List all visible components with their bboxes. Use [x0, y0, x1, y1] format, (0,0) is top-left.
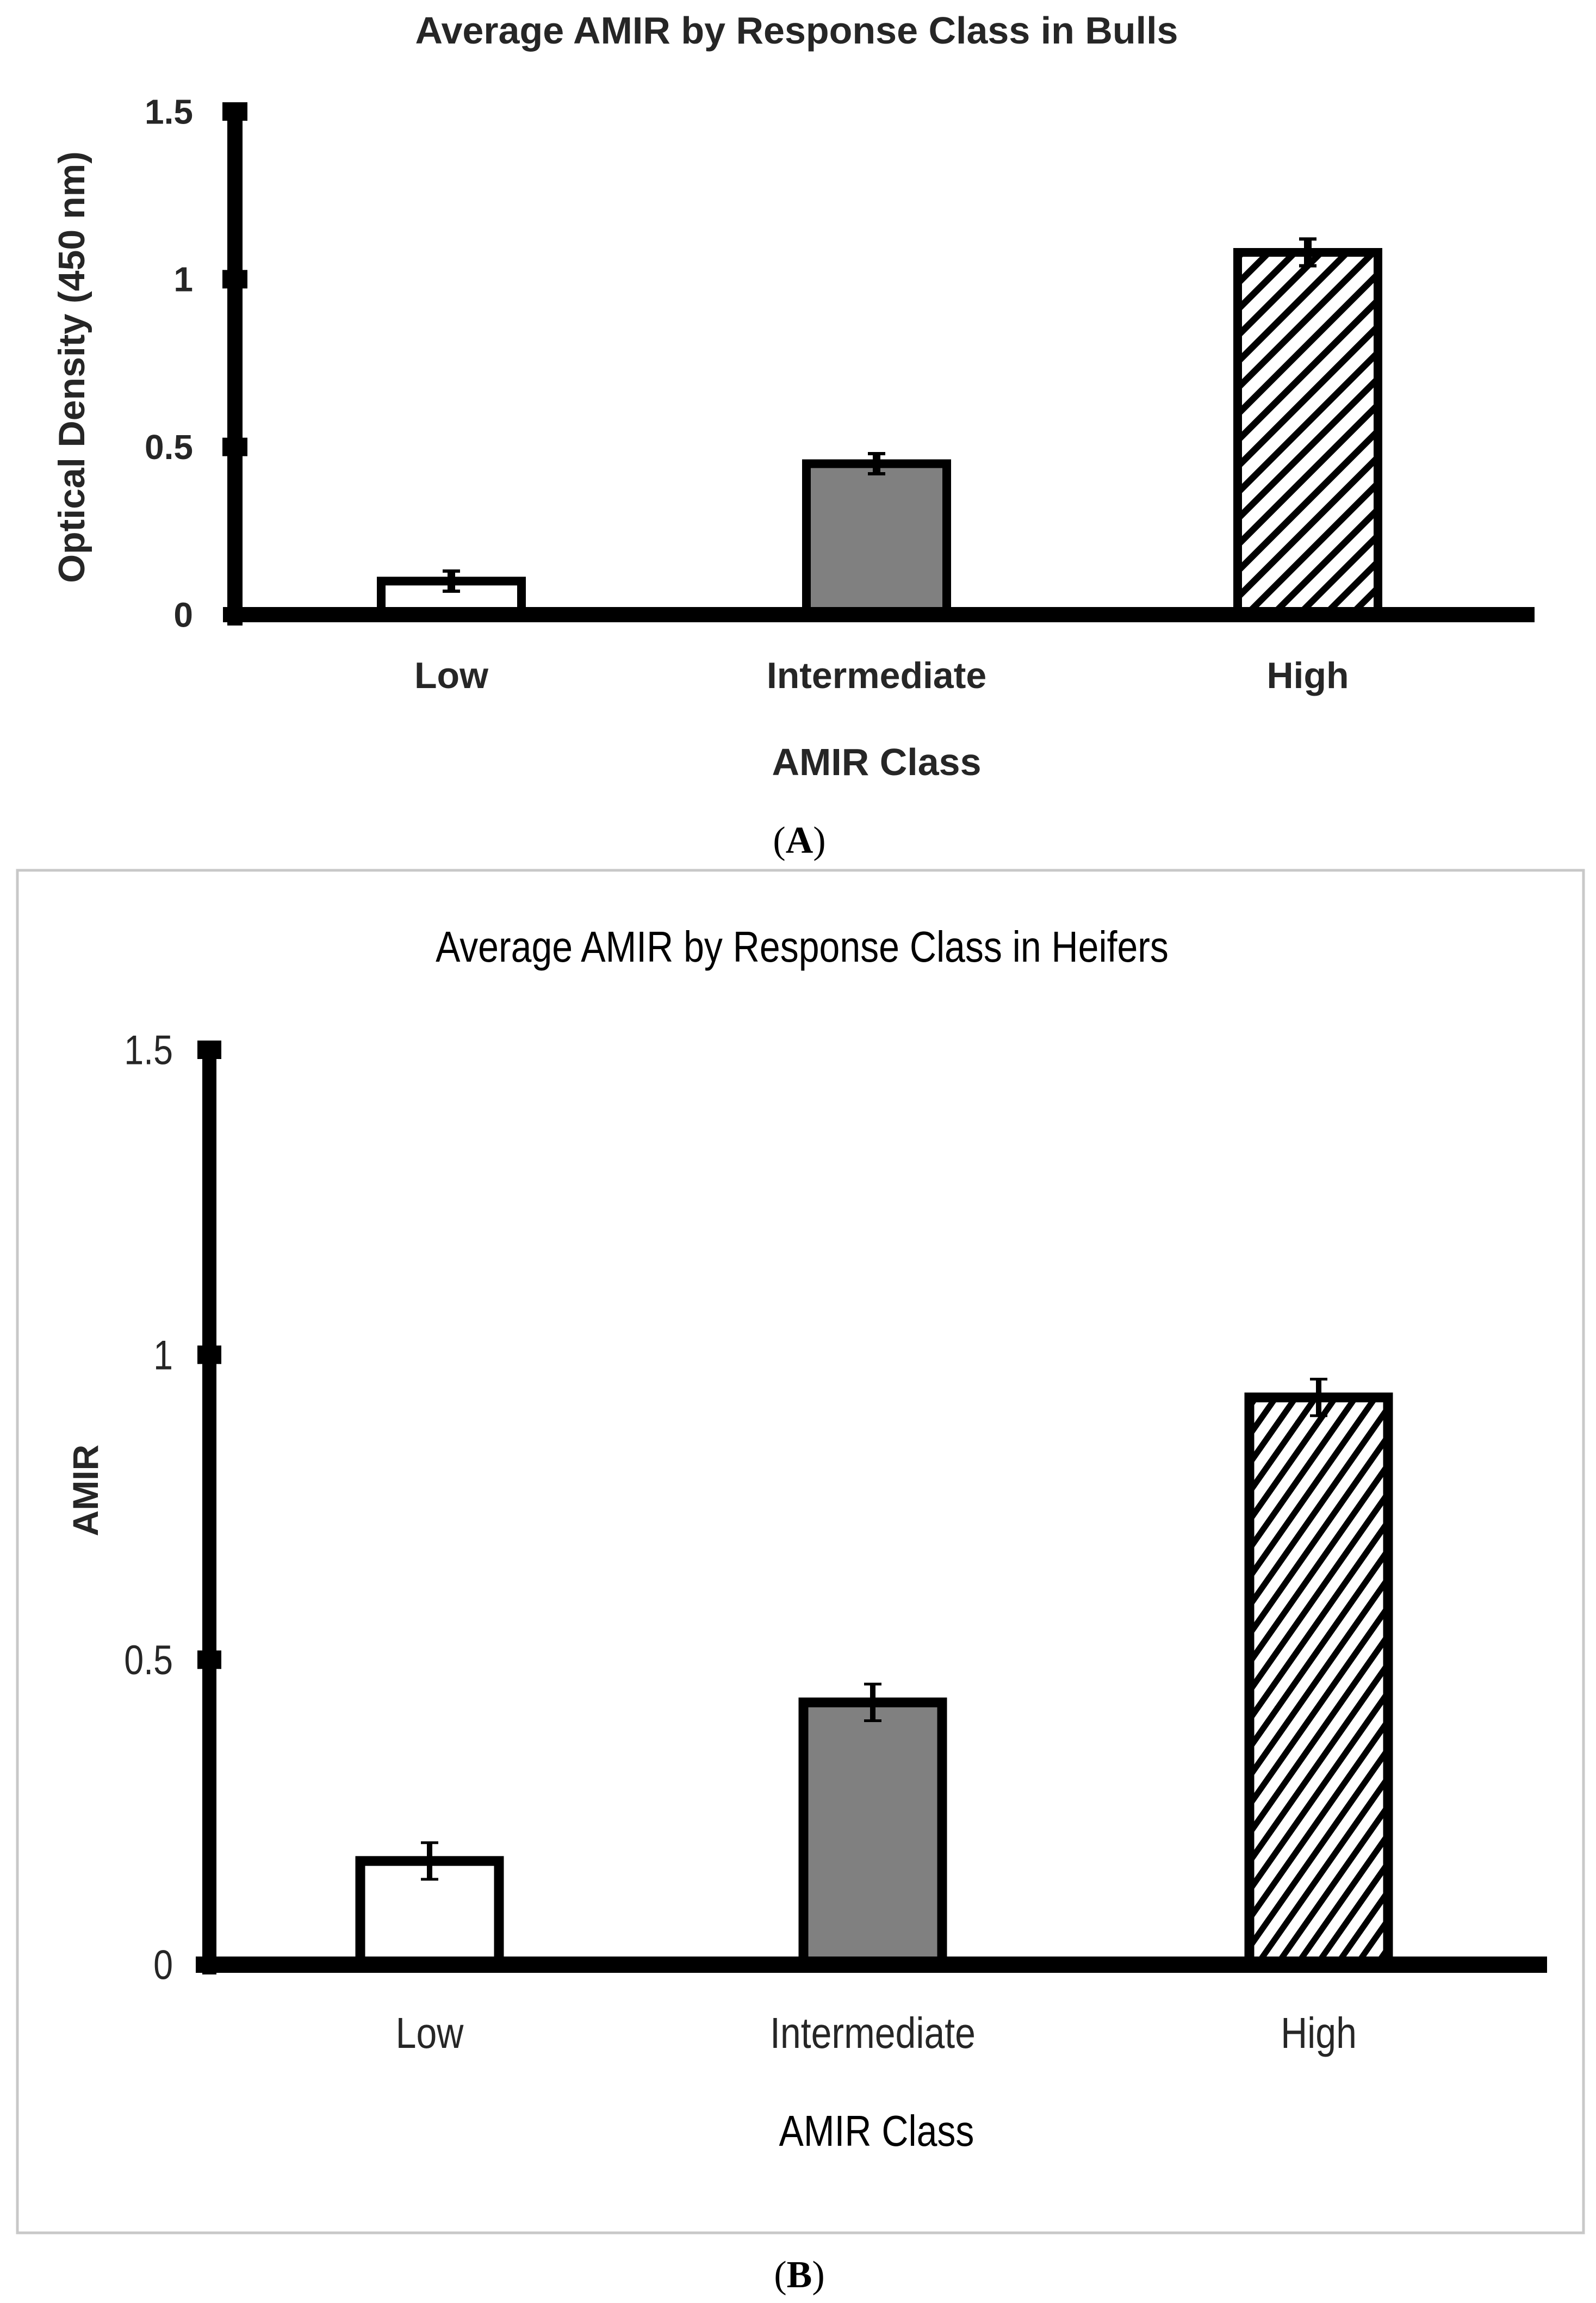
x-tick-label: Low: [396, 2009, 464, 2057]
bar-high: [1233, 248, 1382, 619]
y-tick-label: 1.5: [124, 1027, 173, 1073]
y-tick-marks: [222, 102, 247, 456]
y-tick-mark: [222, 102, 247, 121]
panel-b-frame: [16, 869, 1585, 2234]
chart-title: Average AMIR by Response Class in Heifer…: [436, 923, 1169, 971]
chart-panel-b: Average AMIR by Response Class in Heifer…: [65, 923, 1547, 2155]
y-tick-label: 0: [173, 595, 193, 634]
bar-high: [1244, 1392, 1393, 1970]
x-tick-label: High: [1281, 2009, 1357, 2057]
bar-intermediate: [798, 1697, 947, 1970]
y-tick-label: 1: [153, 1332, 173, 1378]
x-axis-label: AMIR Class: [779, 2107, 974, 2155]
y-tick-labels: 0 0.5 1 1.5: [124, 1027, 173, 1988]
x-tick-label: Intermediate: [770, 2009, 976, 2057]
y-tick-label: 0: [153, 1942, 173, 1988]
chart-title: Average AMIR by Response Class in Bulls: [415, 9, 1178, 52]
bars: [377, 237, 1382, 620]
y-tick-label: 0.5: [145, 428, 193, 467]
x-tick-labels: Low Intermediate High: [396, 2009, 1357, 2057]
bar-intermediate: [802, 459, 951, 619]
y-tick-marks: [197, 1041, 221, 1669]
y-tick-mark: [222, 270, 247, 289]
y-tick-label: 0.5: [124, 1637, 173, 1683]
panel-label-b: (B): [774, 2254, 824, 2296]
panel-label-a: (A): [773, 820, 825, 862]
x-tick-labels: Low Intermediate High: [414, 655, 1349, 696]
y-axis-label: Optical Density (450 nm): [51, 151, 92, 583]
y-tick-mark: [197, 1345, 221, 1364]
x-tick-label: High: [1266, 655, 1349, 696]
x-tick-label: Intermediate: [767, 655, 986, 696]
bars: [355, 1378, 1393, 1970]
x-axis-label: AMIR Class: [772, 741, 981, 783]
y-tick-mark: [197, 1041, 221, 1059]
chart-panel-a: Average AMIR by Response Class in Bulls …: [51, 9, 1535, 783]
y-tick-labels: 0 0.5 1 1.5: [145, 92, 193, 634]
y-tick-label: 1.5: [145, 92, 193, 131]
y-tick-mark: [222, 437, 247, 456]
y-axis-label: AMIR: [65, 1445, 105, 1537]
x-tick-label: Low: [414, 655, 489, 696]
y-tick-label: 1: [173, 260, 193, 299]
y-tick-mark: [197, 1650, 221, 1669]
